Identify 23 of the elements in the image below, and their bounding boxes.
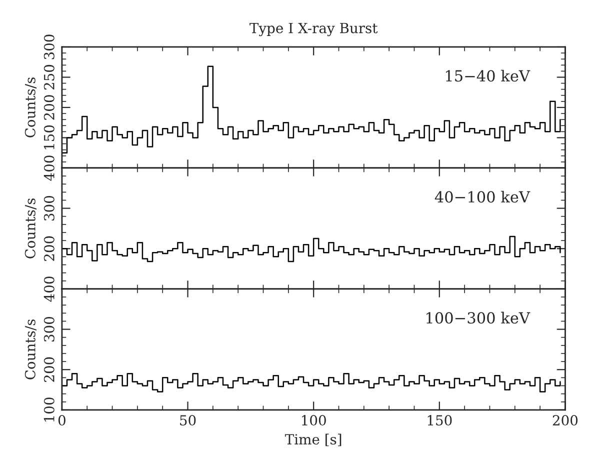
x-axis-title: Time [s] [284,434,342,446]
y-axis-title: Counts/s [24,319,36,380]
y-tick-label: 200 [44,357,54,382]
y-tick-label: 200 [44,95,54,120]
y-axis-title: Counts/s [24,77,36,138]
y-tick-label: 250 [44,64,54,90]
annotation: 15−40 keV [446,70,530,82]
y-tick-label: 300 [44,34,54,60]
x-tick-label: 100 [302,415,326,426]
annotation: 100−300 keV [426,312,530,324]
annotation: 40−100 keV [434,190,530,203]
y-axis-title: Counts/s [24,198,36,258]
y-tick-label: 300 [44,196,54,220]
y-tick-label: 150 [44,125,54,150]
chart-title: Type I X-ray Burst [250,22,378,36]
x-tick-label: 150 [428,415,452,426]
y-tick-label: 400 [44,276,54,302]
x-tick-label: 200 [552,415,578,426]
x-tick-label: 0 [58,415,66,426]
y-tick-label: 300 [44,316,54,342]
y-tick-label: 200 [44,236,54,261]
x-tick-label: 50 [180,415,196,426]
y-tick-label: 400 [44,156,54,181]
